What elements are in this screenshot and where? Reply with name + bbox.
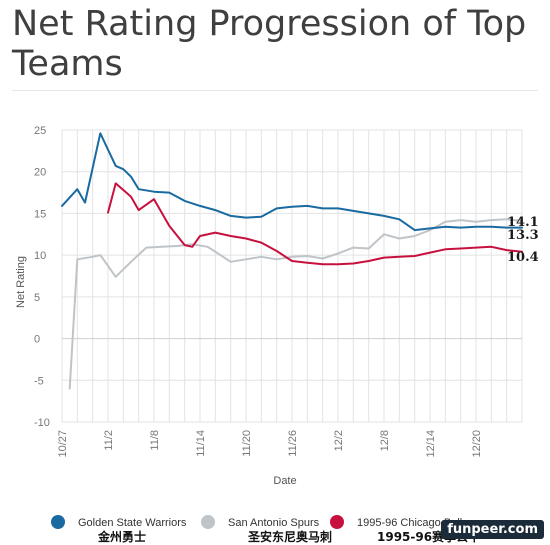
y-tick-label: 15 [34,208,46,220]
legend-label-1: San Antonio Spurs [228,517,320,529]
watermark: funpeer.com [441,520,544,539]
legend-label-2: 1995-96 Chicago Bulls [357,517,468,529]
y-tick-label: -10 [34,417,50,429]
end-label-1: 13.3 [507,228,539,243]
x-tick-label: 11/20 [241,430,253,457]
y-tick-label: -5 [34,375,44,387]
legend-label-0: Golden State Warriors [78,517,187,529]
vertical-gridlines [61,130,523,422]
x-tick-label: 12/20 [471,430,483,458]
x-tick-label: 10/27 [57,430,69,458]
y-tick-label: 10 [34,250,46,262]
end-label-0: 14.1 [507,215,539,230]
x-tick-label: 12/14 [425,430,437,458]
end-value-labels: 14.113.3 10.4 [507,215,539,265]
x-tick-label: 12/2 [333,430,345,451]
y-axis-ticks: 25 20 15 10 5 0 -5 -10 [34,125,50,429]
x-axis-label: Date [273,475,296,487]
chart-title: Net Rating Progression of Top Teams [12,4,527,84]
y-tick-label: 0 [34,334,40,346]
series-line-0 [61,132,523,232]
x-tick-label: 11/26 [287,430,299,457]
legend-label-cn-0: 金州勇士 [97,529,146,544]
x-tick-label: 11/14 [195,430,207,457]
end-label-2: 10.4 [507,250,539,265]
series-line-1 [68,218,523,390]
legend-label-cn-1: 圣安东尼奥马刺 [247,529,332,544]
y-axis-label: Net Rating [15,256,27,308]
x-tick-label: 12/8 [379,430,391,451]
y-tick-label: 20 [34,167,46,179]
horizontal-gridlines [62,129,522,423]
series-lines [61,132,523,390]
legend-marker-0 [51,515,65,529]
x-tick-label: 11/8 [149,430,161,451]
x-tick-label: 11/2 [103,430,115,451]
legend-marker-2 [330,515,344,529]
series-line-2 [107,182,523,266]
title-divider [12,90,538,91]
x-axis-ticks: 10/27 11/2 11/8 11/14 11/20 11/26 12/2 12/8 12/1… [57,430,483,458]
y-tick-label: 5 [34,292,40,304]
legend-marker-1 [201,515,215,529]
y-tick-label: 25 [34,125,46,137]
